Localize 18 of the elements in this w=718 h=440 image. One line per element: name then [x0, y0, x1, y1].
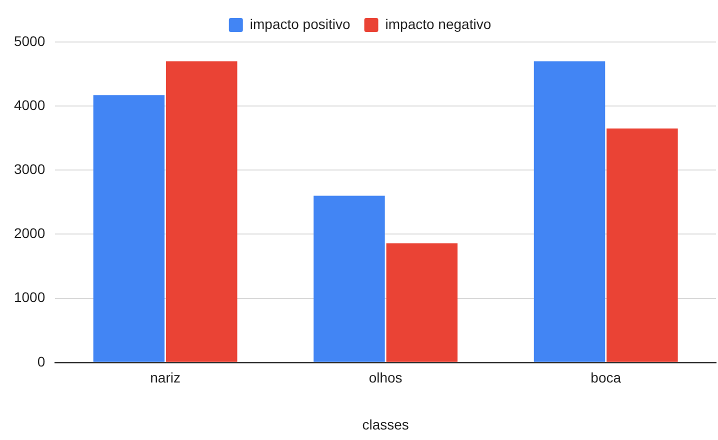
legend-label: impacto negativo	[385, 16, 492, 32]
y-tick-label: 3000	[14, 161, 46, 178]
bar	[93, 95, 165, 362]
y-tick-label: 1000	[14, 289, 46, 306]
bar	[386, 243, 458, 362]
bar	[314, 196, 385, 362]
y-tick-label: 4000	[14, 96, 46, 113]
bar	[606, 128, 678, 362]
x-tick-label: boca	[590, 370, 622, 386]
bar	[534, 61, 606, 362]
y-tick-label: 5000	[14, 32, 46, 49]
bar	[166, 61, 238, 362]
y-tick-label: 2000	[14, 225, 46, 242]
x-tick-label: nariz	[150, 370, 180, 386]
x-tick-label: olhos	[368, 370, 402, 386]
x-axis-title: classes	[362, 416, 409, 432]
y-tick-label: 0	[37, 353, 46, 370]
legend-label: impacto positivo	[250, 16, 350, 32]
